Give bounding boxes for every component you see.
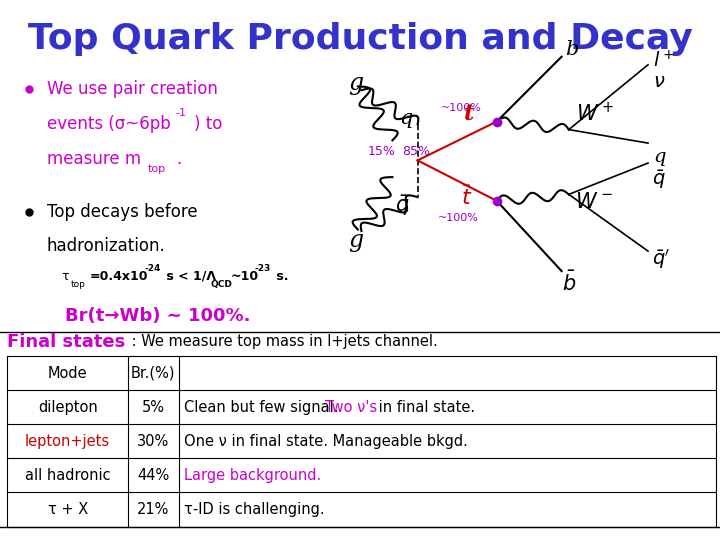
Text: : We measure top mass in l+jets channel.: : We measure top mass in l+jets channel.: [127, 334, 438, 349]
Text: 5%: 5%: [142, 400, 165, 415]
Text: Two ν's: Two ν's: [325, 400, 377, 415]
Text: q: q: [399, 109, 413, 129]
Text: -23: -23: [255, 264, 271, 273]
Text: 15%: 15%: [367, 145, 395, 158]
Text: Br.(%): Br.(%): [131, 366, 176, 381]
Text: τ-ID is challenging.: τ-ID is challenging.: [184, 502, 325, 517]
Text: $\bar{b}$: $\bar{b}$: [562, 271, 576, 294]
Text: =0.4x10: =0.4x10: [90, 270, 148, 283]
Text: -24: -24: [145, 264, 161, 273]
Text: Top Quark Production and Decay: Top Quark Production and Decay: [27, 22, 693, 56]
Text: dilepton: dilepton: [38, 400, 97, 415]
Text: Large background.: Large background.: [184, 468, 322, 483]
Text: 44%: 44%: [138, 468, 169, 483]
Text: $W^+$: $W^+$: [576, 102, 613, 125]
Text: -1: -1: [175, 109, 186, 118]
Text: events (σ~6pb: events (σ~6pb: [47, 115, 171, 133]
Text: q: q: [653, 147, 665, 166]
Text: measure m: measure m: [47, 150, 141, 168]
Text: g: g: [348, 229, 364, 252]
Text: t: t: [464, 104, 474, 125]
Text: $W^-$: $W^-$: [575, 192, 612, 212]
Text: ~10: ~10: [230, 270, 258, 283]
Text: ~100%: ~100%: [438, 213, 479, 223]
Text: Top decays before: Top decays before: [47, 202, 197, 221]
Text: Mode: Mode: [48, 366, 88, 381]
Text: One ν in final state. Manageable bkgd.: One ν in final state. Manageable bkgd.: [184, 434, 468, 449]
Text: hadronization.: hadronization.: [47, 237, 166, 255]
Text: ~100%: ~100%: [441, 103, 482, 113]
Text: Clean but few signal.: Clean but few signal.: [184, 400, 343, 415]
Text: 21%: 21%: [138, 502, 169, 517]
Text: 85%: 85%: [402, 145, 430, 158]
Text: $\bar{q}$: $\bar{q}$: [395, 194, 410, 218]
Text: We use pair creation: We use pair creation: [47, 80, 217, 98]
Text: τ + X: τ + X: [48, 502, 88, 517]
Text: $\bar{q}$: $\bar{q}$: [652, 168, 666, 191]
Text: in final state.: in final state.: [374, 400, 475, 415]
Text: $l^+$: $l^+$: [653, 50, 675, 71]
Text: .: .: [176, 150, 181, 168]
Text: QCD: QCD: [211, 280, 233, 288]
Text: Final states: Final states: [7, 333, 125, 351]
Text: g: g: [348, 72, 364, 95]
Text: Br(t→Wb) ~ 100%.: Br(t→Wb) ~ 100%.: [65, 307, 251, 325]
Text: top: top: [71, 280, 86, 288]
Text: $\bar{t}$: $\bar{t}$: [461, 186, 472, 210]
Text: s.: s.: [272, 270, 289, 283]
Text: b: b: [565, 40, 579, 59]
Text: lepton+jets: lepton+jets: [25, 434, 110, 449]
Text: top: top: [148, 164, 166, 174]
Text: τ: τ: [61, 270, 68, 283]
Text: $\bar{q}'$: $\bar{q}'$: [652, 247, 670, 271]
Text: ) to: ) to: [194, 115, 222, 133]
Text: all hadronic: all hadronic: [25, 468, 110, 483]
Text: $\nu$: $\nu$: [653, 73, 665, 91]
Text: s < 1/Λ: s < 1/Λ: [162, 270, 216, 283]
Text: 30%: 30%: [138, 434, 169, 449]
